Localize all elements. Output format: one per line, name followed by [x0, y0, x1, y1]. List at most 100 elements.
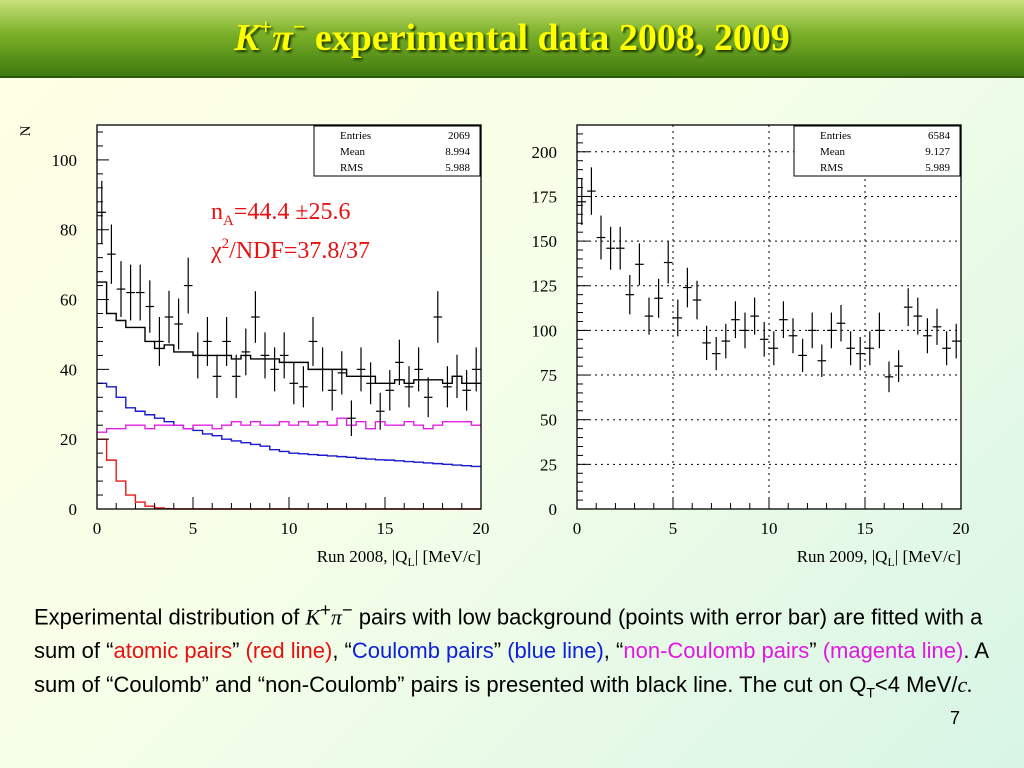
x-axis-label: Run 2009, |QL| [MeV/c] [797, 547, 961, 569]
data-point [577, 178, 587, 226]
data-point [471, 347, 481, 392]
slide-title: K+π− experimental data 2008, 2009 [0, 16, 1024, 60]
data-point [798, 338, 807, 373]
title-plus: + [259, 14, 273, 39]
fit-chi-sup: 2 [222, 236, 230, 252]
y-tick-label: 25 [540, 455, 557, 474]
fit-curve [97, 382, 481, 468]
x-axis-label-sub: L [407, 555, 414, 569]
plot-area [97, 125, 481, 509]
x-tick-label: 0 [573, 519, 582, 538]
data-point [615, 226, 625, 270]
fit-result-chi2: χ2/NDF=37.8/37 [210, 236, 370, 264]
caption-atomic: atomic pairs [113, 638, 233, 664]
data-point [414, 347, 423, 392]
data-point [385, 370, 395, 411]
data-point [337, 351, 347, 395]
caption-part: ” [809, 638, 823, 664]
stats-value: 5.988 [445, 162, 470, 174]
caption: Experimental distribution of K+π− pairs … [34, 593, 1004, 702]
data-point [923, 318, 932, 354]
data-point [932, 308, 942, 345]
data-point [779, 301, 788, 339]
data-point [884, 361, 894, 393]
caption-part: . A sum of “Coulomb” and “non-Coulomb” p… [34, 638, 988, 698]
data-point [327, 370, 337, 411]
data-point [663, 241, 673, 284]
fit-chi-symbol: χ [210, 238, 222, 264]
stats-value: 8.994 [445, 146, 470, 158]
data-point [260, 332, 270, 379]
x-axis-label-sub: L [887, 555, 894, 569]
data-point [231, 354, 241, 398]
data-point [279, 332, 289, 379]
stats-value: 5.989 [925, 162, 950, 174]
y-tick-label: 80 [60, 221, 77, 240]
x-axis-label-prefix: Run 2008, |Q [317, 547, 408, 566]
data-point [846, 331, 855, 366]
data-point [711, 337, 721, 371]
caption-part: Experimental distribution of [34, 604, 306, 630]
data-point [817, 344, 827, 378]
stats-label: Entries [340, 130, 371, 142]
x-tick-label: 15 [857, 519, 874, 538]
caption-c: c. [957, 672, 973, 698]
y-tick-label: 0 [69, 500, 78, 519]
caption-red-line: (red line) [245, 638, 333, 664]
data-point [212, 354, 222, 398]
caption-blue-line: (blue line) [507, 638, 604, 664]
data-point [942, 331, 951, 366]
data-point [606, 226, 615, 270]
y-tick-label: 125 [532, 277, 558, 296]
caption-qt-sub: T [866, 684, 875, 701]
data-point [145, 280, 155, 333]
data-point [433, 291, 443, 343]
data-point [750, 297, 759, 335]
data-point [356, 347, 366, 392]
data-point [462, 370, 471, 411]
data-point [721, 323, 731, 359]
data-point [788, 318, 798, 354]
y-tick-label: 100 [52, 151, 78, 170]
caption-k-sup: + [320, 599, 331, 620]
data-point [203, 317, 212, 366]
data-point [375, 392, 385, 430]
caption-part: <4 MeV/ [874, 672, 958, 698]
data-point [366, 362, 375, 405]
data-point [404, 366, 414, 408]
fit-na-value: =44.4 ±25.6 [234, 199, 351, 225]
data-point [644, 297, 654, 335]
fit-na-sub: A [223, 213, 234, 229]
data-point [894, 350, 903, 383]
caption-magenta-line: (magenta line) [822, 638, 964, 664]
data-point [903, 288, 913, 327]
y-tick-label: 75 [540, 366, 557, 385]
y-tick-label: 40 [60, 360, 77, 379]
data-point [289, 362, 299, 405]
data-point [270, 347, 279, 392]
data-point [193, 332, 203, 379]
y-tick-label: 200 [532, 143, 558, 162]
data-point [347, 400, 356, 437]
y-tick-label: 150 [532, 232, 558, 251]
x-tick-label: 5 [669, 519, 678, 538]
caption-part: ” [232, 638, 246, 664]
stats-label: RMS [340, 162, 363, 174]
data-point [443, 366, 452, 408]
caption-coulomb: Coulomb pairs [351, 638, 494, 664]
x-tick-label: 15 [377, 519, 394, 538]
fit-na-symbol: n [211, 199, 223, 225]
y-tick-label: 0 [549, 500, 558, 519]
data-point [625, 275, 635, 315]
data-point [299, 366, 308, 408]
data-point [222, 317, 231, 366]
data-point [395, 339, 404, 386]
data-point [174, 298, 183, 350]
stats-label: Entries [820, 130, 851, 142]
title-pi: π [272, 17, 293, 59]
x-tick-label: 20 [473, 519, 490, 538]
data-point [587, 167, 596, 215]
fit-chi-value: /NDF=37.8/37 [229, 238, 370, 264]
data-point [135, 264, 145, 321]
